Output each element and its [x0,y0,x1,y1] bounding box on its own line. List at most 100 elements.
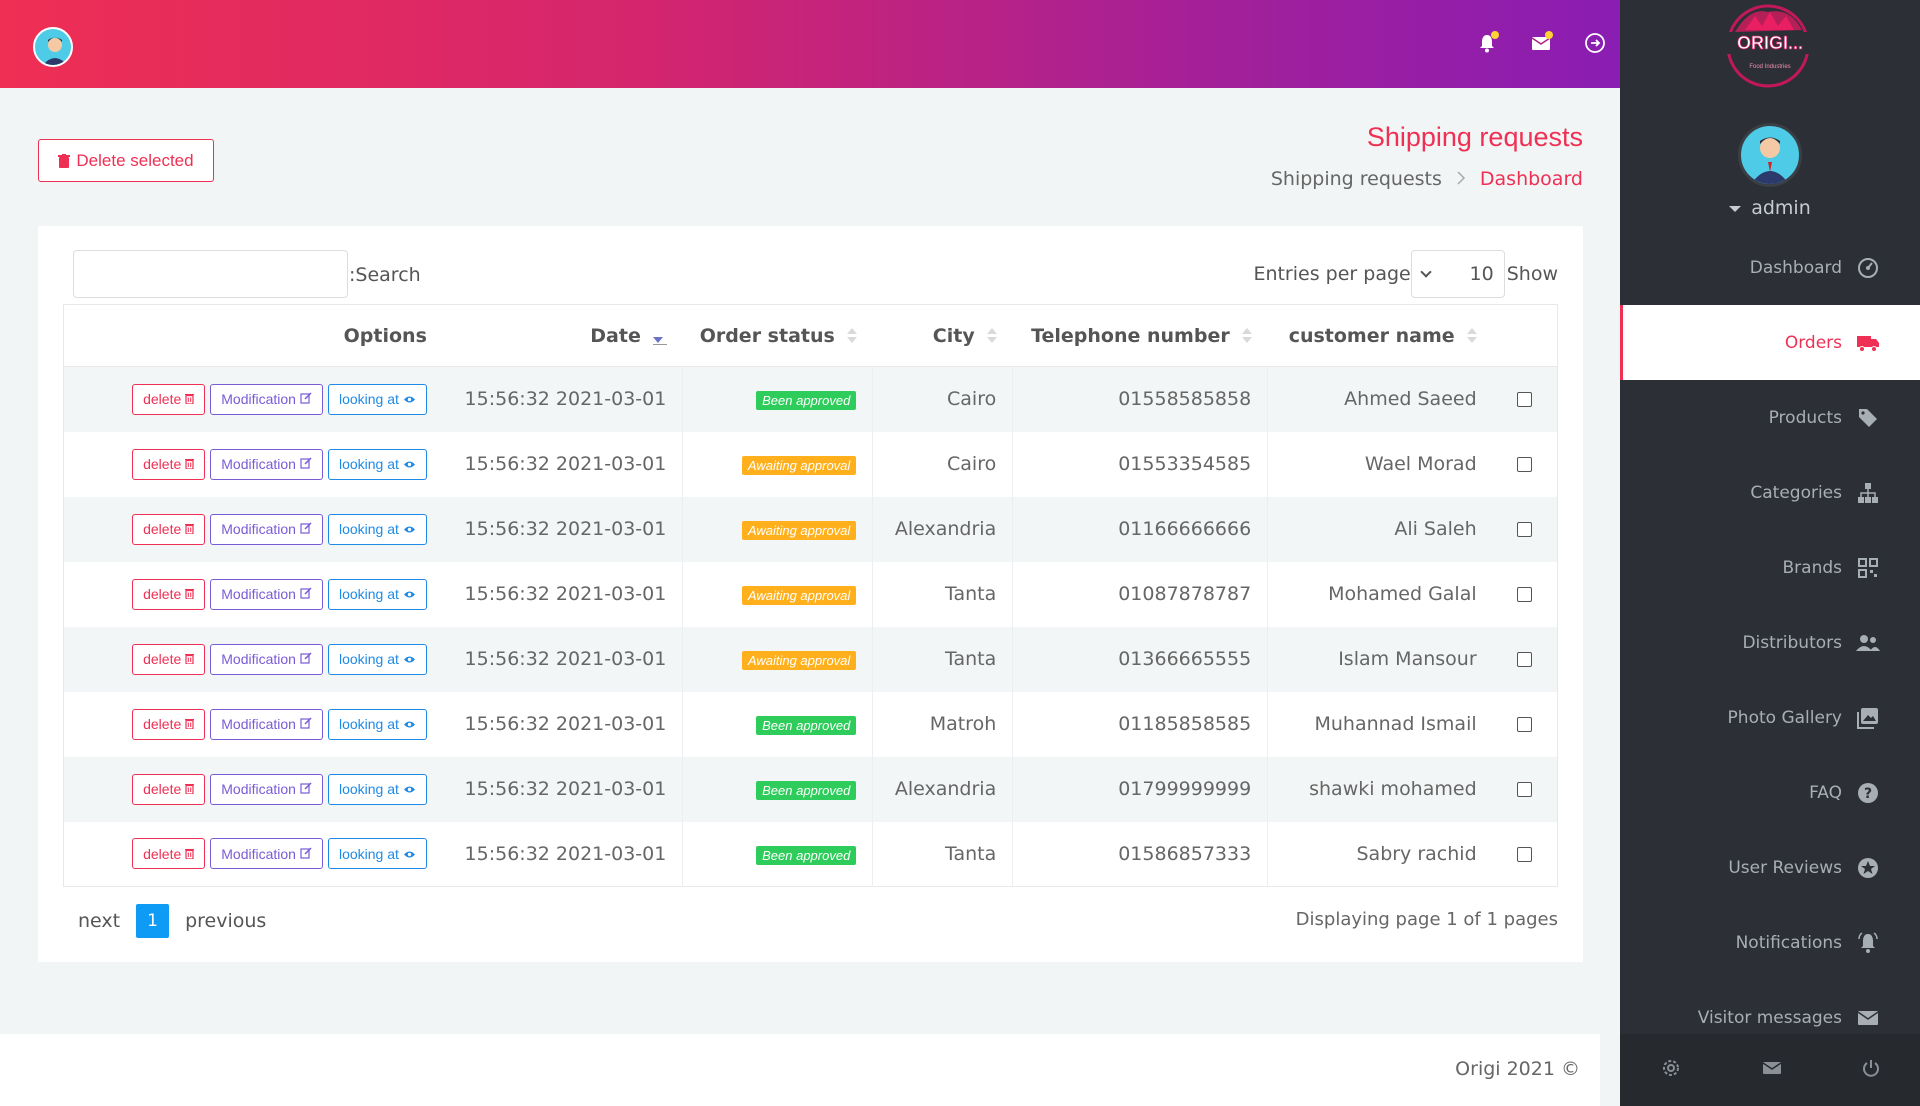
edit-icon [300,651,312,667]
eye-icon [403,586,416,602]
qrcode-icon [1856,556,1880,580]
row-checkbox[interactable] [1517,392,1533,408]
svg-text:ORIGI...: ORIGI... [1737,33,1803,53]
modification-button[interactable]: Modification [210,708,323,740]
looking-at-button[interactable]: looking at [327,383,427,415]
breadcrumb-item[interactable]: Shipping requests [1270,168,1442,190]
envelope-icon[interactable] [1528,30,1554,56]
row-checkbox[interactable] [1517,782,1533,797]
breadcrumb-item-active[interactable]: Dashboard [1479,168,1583,190]
trash-icon [185,391,195,407]
modification-button[interactable]: Modification [210,643,323,675]
select-cell [1493,627,1558,692]
sidebar-item-photo-gallery[interactable]: Photo Gallery [1620,680,1920,755]
search-input[interactable] [73,250,348,298]
column-city[interactable]: City [872,304,1013,367]
column-customer-name[interactable]: customer name [1267,304,1493,367]
modification-button[interactable]: Modification [210,448,323,480]
city-cell: Cairo [872,431,1014,497]
delete-button[interactable]: delete [132,383,206,415]
status-badge: Been approved [756,391,857,411]
date-cell: 15:56:32 2021-03-01 [442,691,684,757]
looking-at-button[interactable]: looking at [327,643,427,675]
sidebar-avatar[interactable] [1738,123,1802,187]
gear-icon[interactable] [1660,1057,1682,1083]
looking-at-button[interactable]: looking at [327,773,427,805]
row-checkbox[interactable] [1517,652,1533,667]
looking-at-button[interactable]: looking at [327,578,427,610]
status-cell: Awaiting approval [682,626,874,692]
column-status[interactable]: Order status [682,304,873,367]
date-cell: 15:56:32 2021-03-01 [442,366,684,432]
entries-control: Entries per page 10 Show [1253,250,1558,298]
sidebar: ORIGI... Food Industries admin Dashboard… [1620,0,1920,1106]
envelope-icon[interactable] [1762,1060,1782,1080]
logout-icon[interactable] [1582,30,1608,56]
previous-button[interactable]: previous [185,910,267,932]
power-icon[interactable] [1862,1059,1880,1081]
table-row: delete Modification looking at 15:56:32 … [63,496,1558,562]
delete-button[interactable]: delete [132,708,206,740]
user-menu[interactable]: admin [1620,197,1920,219]
sidebar-item-faq[interactable]: FAQ ? [1620,755,1920,830]
entries-select[interactable]: 10 [1410,250,1505,298]
delete-selected-button[interactable]: Delete selected [38,139,214,182]
sidebar-item-notifications[interactable]: Notifications [1620,905,1920,980]
sidebar-item-label: Orders [1784,332,1842,353]
column-phone[interactable]: Telephone number [1012,304,1268,367]
status-badge: Been approved [756,845,857,865]
city-cell: Tanta [872,626,1014,692]
modification-button[interactable]: Modification [210,383,323,415]
modification-button[interactable]: Modification [210,513,323,545]
sidebar-item-label: Visitor messages [1697,1007,1842,1028]
phone-cell: 01366665555 [1012,626,1269,692]
edit-icon [300,456,312,472]
row-checkbox[interactable] [1517,717,1533,732]
page-1-button[interactable]: 1 [136,904,170,938]
looking-at-button[interactable]: looking at [327,708,427,740]
modification-button[interactable]: Modification [210,773,323,805]
delete-button[interactable]: delete [132,643,206,675]
row-checkbox[interactable] [1517,587,1533,602]
user-avatar[interactable] [33,27,73,67]
status-cell: Been approved [682,366,874,432]
delete-button[interactable]: delete [132,838,206,870]
sidebar-item-distributors[interactable]: Distributors [1620,605,1920,680]
page-title: Shipping requests [1366,122,1583,152]
trash-icon [185,586,195,602]
sort-desc-icon [652,327,667,345]
delete-button[interactable]: delete [132,448,206,480]
delete-button[interactable]: delete [132,513,206,545]
delete-button[interactable]: delete [132,773,206,805]
next-button[interactable]: next [78,910,121,932]
modification-button[interactable]: Modification [210,578,323,610]
sidebar-item-dashboard[interactable]: Dashboard [1620,230,1920,305]
sidebar-item-visitor-messages[interactable]: Visitor messages [1620,980,1920,1055]
row-checkbox[interactable] [1517,457,1533,472]
svg-text:?: ? [1864,786,1872,802]
sidebar-item-user-reviews[interactable]: User Reviews [1620,830,1920,905]
modification-button[interactable]: Modification [210,838,323,870]
sidebar-item-categories[interactable]: Categories [1620,455,1920,530]
bell-icon[interactable] [1474,30,1500,56]
sidebar-item-brands[interactable]: Brands [1620,530,1920,605]
top-bar [0,0,1620,88]
column-date[interactable]: Date [442,304,683,367]
edit-icon [300,521,312,537]
city-cell: Alexandria [872,756,1014,822]
sidebar-footer [1620,1034,1920,1106]
looking-at-button[interactable]: looking at [327,513,427,545]
chevron-down-icon [1420,266,1432,278]
brand-logo[interactable]: ORIGI... Food Industries [1710,2,1830,90]
table-row: delete Modification looking at 15:56:32 … [63,561,1558,627]
delete-button[interactable]: delete [132,578,206,610]
looking-at-button[interactable]: looking at [327,838,427,870]
row-checkbox[interactable] [1517,846,1533,862]
sidebar-item-orders[interactable]: Orders [1620,305,1920,380]
status-badge: Awaiting approval [741,651,857,670]
looking-at-button[interactable]: looking at [327,448,427,480]
row-checkbox[interactable] [1517,522,1533,537]
delete-selected-label: Delete selected [76,150,194,170]
sidebar-item-products[interactable]: Products [1620,380,1920,455]
options-cell: delete Modification looking at [64,367,443,432]
